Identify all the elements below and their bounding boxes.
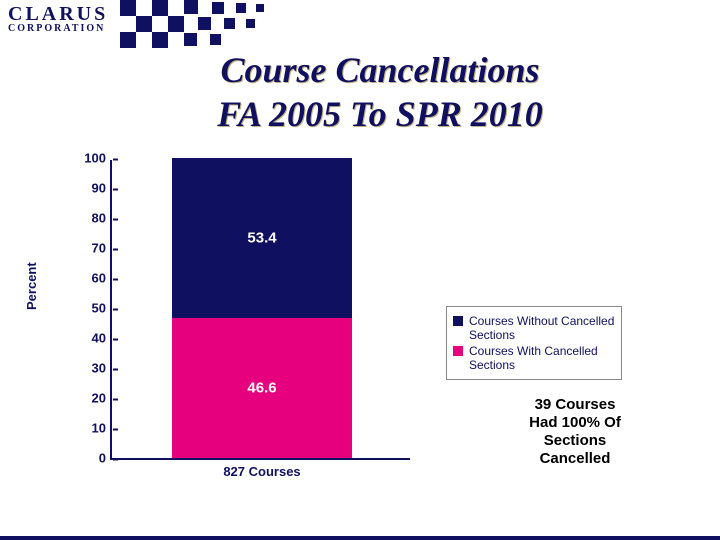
bar-segment: 53.4 [172,158,352,318]
y-axis-label: Percent [24,262,39,310]
legend-item: Courses Without Cancelled Sections [453,314,615,342]
y-tick: 90 [66,181,112,196]
chart-plot-area: 010203040506070809010046.653.4827 Course… [110,160,410,460]
title-line-1: Course Cancellations [140,48,620,92]
legend-text: Courses Without Cancelled Sections [469,314,615,342]
bar-stack: 46.653.4827 Courses [172,158,352,458]
note-line: Sections [500,432,650,450]
y-tick: 40 [66,331,112,346]
y-tick: 20 [66,391,112,406]
bar-value-label: 46.6 [172,380,352,397]
y-tick: 100 [66,151,112,166]
y-tick: 10 [66,421,112,436]
x-category-label: 827 Courses [82,458,442,479]
note-line: 39 Courses [500,396,650,414]
callout-note: 39 CoursesHad 100% OfSectionsCancelled [500,396,650,468]
legend-swatch [453,346,463,356]
brand-header: CLARUS CORPORATION [0,0,280,48]
y-tick: 80 [66,211,112,226]
bar-segment: 46.6 [172,318,352,458]
title-line-2: FA 2005 To SPR 2010 [140,92,620,136]
brand-name: CLARUS [8,4,108,24]
y-tick: 60 [66,271,112,286]
bar-value-label: 53.4 [172,230,352,247]
brand-checker-pattern [120,0,290,48]
chart-legend: Courses Without Cancelled SectionsCourse… [446,306,622,380]
slide-title: Course Cancellations FA 2005 To SPR 2010 [140,48,620,136]
footer-rule [0,536,720,540]
y-tick: 70 [66,241,112,256]
legend-text: Courses With Cancelled Sections [469,344,615,372]
note-line: Had 100% Of [500,414,650,432]
note-line: Cancelled [500,450,650,468]
cancellation-chart: Percent 010203040506070809010046.653.482… [60,160,440,490]
legend-swatch [453,316,463,326]
brand-sub: CORPORATION [8,24,108,34]
legend-item: Courses With Cancelled Sections [453,344,615,372]
brand-logo: CLARUS CORPORATION [8,4,108,34]
y-tick: 50 [66,301,112,316]
y-tick: 30 [66,361,112,376]
